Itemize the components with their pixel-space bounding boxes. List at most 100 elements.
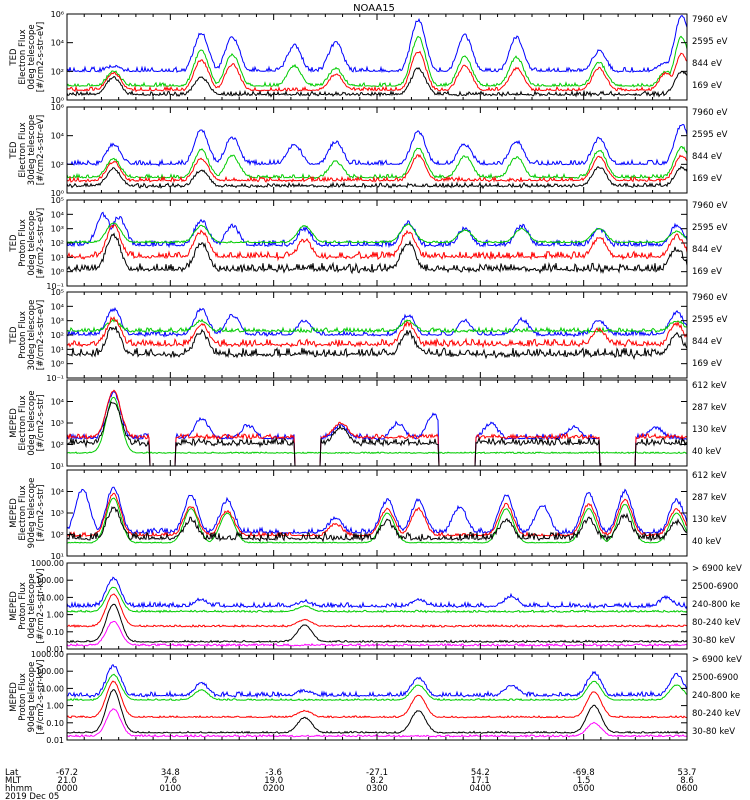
panel-4: 10⁻¹ 10⁰ 10¹ 10² 10³ 10⁴ 10⁵ TED Proton Flux 30de…	[9, 288, 728, 383]
panel-frame	[66, 653, 688, 741]
y-tick-label: 10²	[51, 331, 64, 340]
legend-entry: 2595 eV	[692, 315, 728, 325]
y-tick-label: 10⁴	[51, 132, 64, 141]
y-axis-label-line: [#/cm2-s-str]	[36, 485, 46, 542]
y-tick-label: 10⁻¹	[46, 282, 64, 291]
footer-value: 53.7	[678, 768, 697, 778]
legend-entry: 169 eV	[692, 81, 722, 91]
y-tick-label: 10⁶	[51, 103, 64, 112]
panel-7: 0.01 0.10 1.00 10.00 100.00 1000.00 MEPED Proto…	[9, 559, 742, 654]
series-trace-1	[67, 391, 687, 466]
y-axis-label-line: MEPED	[9, 408, 19, 438]
y-axis-label-line: Electron Flux	[18, 485, 28, 540]
y-tick-label: 10⁶	[51, 10, 64, 19]
legend-entry: 7960 eV	[692, 108, 728, 118]
legend-entry: 7960 eV	[692, 201, 728, 211]
y-tick-label: 10¹	[51, 253, 64, 262]
y-axis-label-line: Proton Flux	[18, 673, 28, 721]
y-axis-label-line: TED	[9, 48, 19, 67]
legend-entry: 844 eV	[692, 152, 722, 162]
series-trace-3	[67, 316, 687, 349]
y-tick-label: 10³	[51, 225, 64, 234]
footer-row-label: 2019 Dec 05	[5, 792, 59, 800]
panel-2-series	[67, 123, 687, 190]
series-trace-1	[67, 14, 687, 74]
y-axis-label-line: [#/cm2-s-str-eV]	[36, 115, 46, 185]
series-trace-3	[67, 396, 687, 455]
footer-value: 1.5	[577, 776, 591, 786]
series-trace-2	[67, 35, 687, 88]
legend-entry: 2595 eV	[692, 130, 728, 140]
y-axis-label-line: 30deg telescope	[27, 300, 37, 371]
y-tick-label: 10²	[51, 441, 64, 450]
series-trace-3	[67, 224, 687, 262]
legend-entry: 2595 eV	[692, 37, 728, 47]
panel-7-series	[67, 576, 687, 648]
y-tick-label: 1.00	[46, 611, 64, 620]
y-axis-label-line: MEPED	[9, 682, 19, 712]
legend-entry: 844 eV	[692, 59, 722, 69]
footer-value: 0200	[263, 784, 285, 794]
y-tick-label: 10⁰	[51, 268, 64, 277]
y-tick-label: 10³	[51, 509, 64, 518]
y-tick-label: 10²	[51, 239, 64, 248]
y-axis-label-line: Proton Flux	[18, 582, 28, 630]
footer-value: -3.6	[265, 768, 282, 778]
y-axis-label-line: TED	[9, 326, 19, 345]
y-axis-label-line: [#/cm2-s-str]	[36, 395, 46, 452]
footer-value: 8.6	[680, 776, 694, 786]
y-axis-label-line: TED	[9, 141, 19, 160]
panel-4-series	[67, 306, 687, 360]
y-tick-label: 10⁴	[51, 302, 64, 311]
y-tick-label: 10¹	[51, 345, 64, 354]
footer-value: 8.2	[370, 776, 384, 786]
y-axis-label-line: [#/cm2-s-str-keV]	[36, 660, 46, 735]
series-trace-1	[67, 663, 687, 699]
legend-entry: 130 keV	[692, 515, 727, 525]
y-axis-label-line: 90deg telescope	[27, 478, 37, 549]
y-tick-label: 10¹	[51, 552, 64, 561]
y-tick-label: 10³	[51, 419, 64, 428]
panel-3-series	[67, 211, 687, 275]
footer-row-label: Lat	[5, 768, 19, 778]
y-tick-label: 10⁴	[51, 39, 64, 48]
legend-entry: 7960 eV	[692, 293, 728, 303]
legend-entry: 30-80 keV	[692, 636, 735, 646]
y-axis-label-line: Electron Flux	[18, 395, 28, 450]
panel-2: 10⁰ 10² 10⁴ 10⁶ TED Electron Flux 30deg telesc…	[9, 103, 728, 198]
legend-entry: 2595 eV	[692, 223, 728, 233]
panel-5: 10¹ 10² 10³ 10⁴ MEPED Electron Flux 0deg teles…	[9, 379, 727, 471]
y-axis-label-line: [#/cm2-s-str-eV]	[36, 300, 46, 370]
y-tick-label: 10³	[51, 317, 64, 326]
series-trace-1	[67, 306, 687, 338]
legend-entry: 287 keV	[692, 493, 727, 503]
series-trace-2	[67, 586, 687, 614]
series-trace-4	[67, 326, 687, 360]
legend-entry: 612 keV	[692, 381, 727, 391]
legend-entry: 240-800 ke	[692, 600, 740, 610]
chart-title: NOAA15	[353, 3, 395, 14]
footer-row-label: MLT	[5, 776, 22, 786]
y-axis-label-line: MEPED	[9, 591, 19, 621]
legend-entry: 40 keV	[692, 537, 721, 547]
legend-entry: 169 eV	[692, 267, 722, 277]
series-trace-2	[67, 673, 687, 702]
legend-entry: 612 keV	[692, 471, 727, 481]
series-trace-1	[67, 211, 687, 249]
footer-value: 21.0	[58, 776, 77, 786]
y-axis-label-line: 90deg telescope	[27, 662, 37, 733]
y-tick-label: 10⁵	[51, 288, 64, 297]
y-axis-label-line: Electron Flux	[18, 122, 28, 177]
y-tick-label: 10⁰	[51, 189, 64, 198]
series-trace-4	[67, 401, 687, 466]
y-tick-label: 10⁰	[51, 96, 64, 105]
y-tick-label: 1000.00	[31, 559, 64, 568]
y-tick-label: 10²	[51, 67, 64, 76]
footer-value: 34.8	[161, 768, 180, 778]
legend-entry: > 6900 keV	[692, 564, 742, 574]
y-tick-label: 10⁴	[51, 488, 64, 497]
footer-value: 0300	[366, 784, 388, 794]
